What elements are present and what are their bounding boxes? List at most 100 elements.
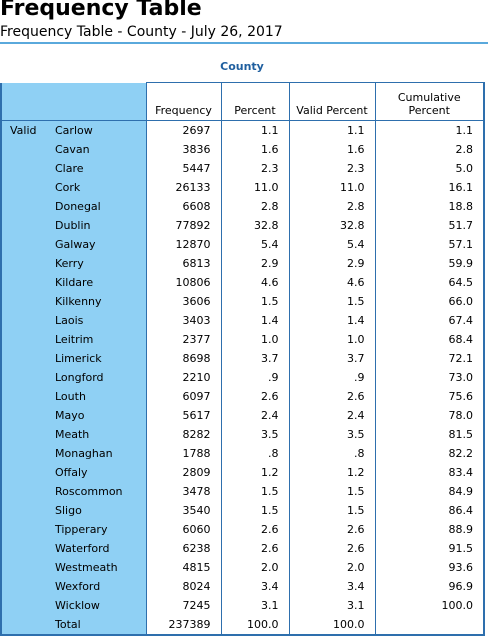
cell-percent: .9 <box>220 368 290 387</box>
row-category-label: Carlow <box>51 120 146 140</box>
cell-cumulative-percent: 86.4 <box>374 501 485 520</box>
row-category-label: Total <box>51 615 146 636</box>
cell-percent: 2.4 <box>220 406 290 425</box>
cell-valid-percent: 3.4 <box>288 577 376 596</box>
cell-cumulative-percent: 100.0 <box>374 596 485 615</box>
cell-percent: 2.8 <box>220 197 290 216</box>
table-row: Sligo 3540 1.5 1.5 86.4 <box>0 501 485 520</box>
row-group-label <box>0 406 51 425</box>
table-row: Offaly 2809 1.2 1.2 83.4 <box>0 463 485 482</box>
cell-cumulative-percent: 66.0 <box>374 292 485 311</box>
cell-percent: 3.7 <box>220 349 290 368</box>
cell-frequency: 5447 <box>145 159 222 178</box>
table-row: Laois 3403 1.4 1.4 67.4 <box>0 311 485 330</box>
cell-valid-percent: 2.6 <box>288 520 376 539</box>
title-divider <box>0 42 488 44</box>
row-category-label: Meath <box>51 425 146 444</box>
cell-percent: 1.1 <box>220 120 290 140</box>
row-category-label: Kerry <box>51 254 146 273</box>
cell-valid-percent: 3.1 <box>288 596 376 615</box>
table-row: Clare 5447 2.3 2.3 5.0 <box>0 159 485 178</box>
cell-frequency: 8024 <box>145 577 222 596</box>
cell-cumulative-percent: 83.4 <box>374 463 485 482</box>
cell-percent: 1.5 <box>220 501 290 520</box>
row-group-label <box>0 330 51 349</box>
cell-cumulative-percent: 81.5 <box>374 425 485 444</box>
cell-frequency: 26133 <box>145 178 222 197</box>
cell-cumulative-percent: 59.9 <box>374 254 485 273</box>
cell-valid-percent: 5.4 <box>288 235 376 254</box>
cell-cumulative-percent: 82.2 <box>374 444 485 463</box>
cell-valid-percent: 100.0 <box>288 615 376 636</box>
table-row: Westmeath 4815 2.0 2.0 93.6 <box>0 558 485 577</box>
cell-cumulative-percent: 78.0 <box>374 406 485 425</box>
cell-frequency: 2377 <box>145 330 222 349</box>
row-category-label: Clare <box>51 159 146 178</box>
row-category-label: Leitrim <box>51 330 146 349</box>
cell-valid-percent: 3.7 <box>288 349 376 368</box>
row-category-label: Offaly <box>51 463 146 482</box>
cell-percent: 1.0 <box>220 330 290 349</box>
cell-valid-percent: .9 <box>288 368 376 387</box>
table-row: Leitrim 2377 1.0 1.0 68.4 <box>0 330 485 349</box>
cell-valid-percent: 2.9 <box>288 254 376 273</box>
cell-frequency: 77892 <box>145 216 222 235</box>
cell-frequency: 8698 <box>145 349 222 368</box>
table-row: Longford 2210.9.9 73.0 <box>0 368 485 387</box>
cell-frequency: 12870 <box>145 235 222 254</box>
table-row: Donegal 6608 2.8 2.8 18.8 <box>0 197 485 216</box>
cell-valid-percent: 2.0 <box>288 558 376 577</box>
row-group-label <box>0 482 51 501</box>
cell-cumulative-percent: 72.1 <box>374 349 485 368</box>
cell-percent: 3.4 <box>220 577 290 596</box>
cell-percent: 11.0 <box>220 178 290 197</box>
table-row: Tipperary 6060 2.6 2.6 88.9 <box>0 520 485 539</box>
cell-cumulative-percent: 2.8 <box>374 140 485 159</box>
row-group-label <box>0 539 51 558</box>
cell-frequency: 3836 <box>145 140 222 159</box>
cell-cumulative-percent: 91.5 <box>374 539 485 558</box>
row-group-label <box>0 501 51 520</box>
row-category-label: Monaghan <box>51 444 146 463</box>
cell-cumulative-percent: 18.8 <box>374 197 485 216</box>
cell-valid-percent: 4.6 <box>288 273 376 292</box>
cell-cumulative-percent: 5.0 <box>374 159 485 178</box>
row-category-label: Cork <box>51 178 146 197</box>
frequency-table: Frequency Percent Valid Percent Cumulati… <box>0 82 485 636</box>
row-group-label <box>0 159 51 178</box>
table-row: Roscommon 3478 1.5 1.5 84.9 <box>0 482 485 501</box>
cell-percent: 1.5 <box>220 292 290 311</box>
cell-percent: 1.4 <box>220 311 290 330</box>
cell-valid-percent: 32.8 <box>288 216 376 235</box>
row-category-label: Wicklow <box>51 596 146 615</box>
header-frequency: Frequency <box>145 82 222 121</box>
cell-cumulative-percent: 88.9 <box>374 520 485 539</box>
cell-frequency: 2697 <box>145 120 222 140</box>
cell-frequency: 6608 <box>145 197 222 216</box>
page-subtitle: Frequency Table - County - July 26, 2017 <box>0 24 283 40</box>
row-group-label <box>0 140 51 159</box>
table-row: Limerick 8698 3.7 3.7 72.1 <box>0 349 485 368</box>
cell-valid-percent: 1.5 <box>288 501 376 520</box>
row-category-label: Westmeath <box>51 558 146 577</box>
page-title: Frequency Table <box>0 0 202 21</box>
row-group-label <box>0 520 51 539</box>
cell-valid-percent: 1.0 <box>288 330 376 349</box>
cell-valid-percent: 2.3 <box>288 159 376 178</box>
cell-valid-percent: .8 <box>288 444 376 463</box>
row-category-label: Kilkenny <box>51 292 146 311</box>
cell-valid-percent: 1.5 <box>288 292 376 311</box>
header-stub <box>0 82 51 121</box>
cell-percent: 3.5 <box>220 425 290 444</box>
cell-valid-percent: 1.6 <box>288 140 376 159</box>
table-row: Galway 12870 5.4 5.4 57.1 <box>0 235 485 254</box>
cell-percent: 2.6 <box>220 520 290 539</box>
row-category-label: Longford <box>51 368 146 387</box>
cell-frequency: 6238 <box>145 539 222 558</box>
cell-percent: 4.6 <box>220 273 290 292</box>
cell-percent: .8 <box>220 444 290 463</box>
cell-valid-percent: 2.4 <box>288 406 376 425</box>
header-stub <box>51 82 146 121</box>
row-group-label <box>0 387 51 406</box>
table-row: Meath 8282 3.5 3.5 81.5 <box>0 425 485 444</box>
